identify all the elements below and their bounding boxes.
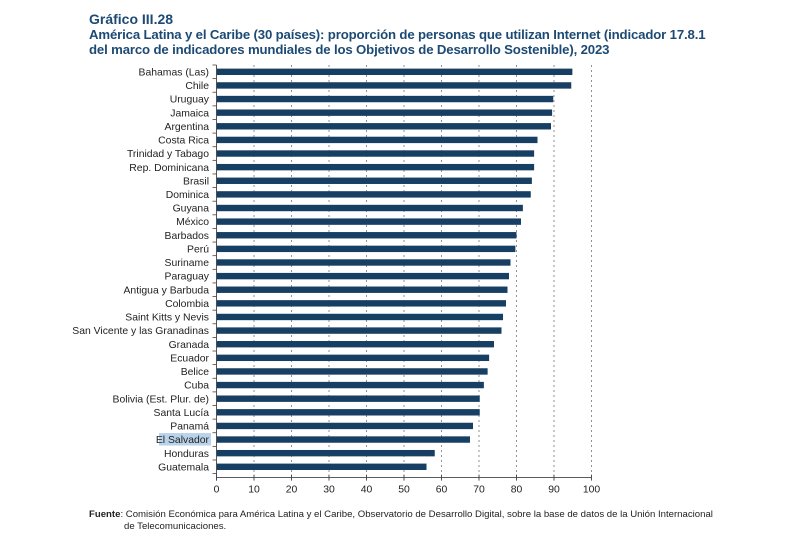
category-label: Rep. Dominicana: [129, 163, 209, 174]
bar: [216, 82, 572, 89]
chart-title-line-1: América Latina y el Caribe (30 países): …: [89, 27, 706, 42]
bar: [216, 286, 508, 293]
bar: [216, 354, 490, 362]
category-label: Barbados: [165, 231, 209, 242]
category-label: Jamaica: [170, 108, 209, 119]
category-labels: Bahamas (Las) Chile Uruguay Jamaica Argentin…: [72, 67, 210, 473]
bar-chart: Bahamas (Las) Chile Uruguay Jamaica Argentin…: [72, 64, 601, 496]
category-label: Guatemala: [158, 462, 209, 473]
chart-title-block: Gráfico III.28 América Latina y el Carib…: [89, 11, 706, 57]
x-tick-label: 30: [323, 485, 335, 496]
chart-title-line-2: del marco de indicadores mundiales de lo…: [89, 42, 610, 57]
x-tick-label: 60: [436, 485, 448, 496]
x-tick-label: 20: [286, 485, 298, 496]
category-label: El Salvador: [156, 435, 210, 446]
category-label: Brasil: [183, 176, 209, 187]
category-label: Panamá: [170, 422, 209, 433]
bar: [216, 204, 523, 212]
category-label: Ecuador: [170, 353, 209, 364]
x-tick-label: 0: [214, 485, 220, 496]
category-label: Granada: [169, 340, 210, 351]
category-label: Chile: [185, 81, 209, 92]
bar: [216, 368, 488, 375]
bar: [216, 259, 511, 266]
category-label: México: [176, 217, 209, 228]
bar: [216, 68, 573, 76]
bar: [216, 272, 509, 280]
category-label: Cuba: [184, 381, 209, 392]
category-label: San Vicente y las Granadinas: [72, 326, 209, 337]
category-label: Belice: [181, 367, 210, 378]
figure-number: Gráfico III.28: [89, 11, 174, 27]
bar: [216, 463, 427, 470]
category-label: Paraguay: [165, 272, 210, 283]
category-label: Santa Lucía: [154, 408, 210, 419]
bar: [216, 436, 470, 443]
bar: [216, 109, 553, 116]
axes: [212, 64, 592, 481]
bar: [216, 409, 480, 416]
category-label: Bahamas (Las): [139, 67, 209, 78]
category-label: Uruguay: [170, 95, 210, 106]
category-label: Antigua y Barbuda: [124, 285, 210, 296]
bar: [216, 422, 473, 430]
category-label: Dominica: [166, 190, 210, 201]
category-label: Bolivia (Est. Plur. de): [113, 394, 209, 405]
bar: [216, 95, 554, 103]
source-text-line-2: de Telecomunicaciones.: [124, 521, 227, 532]
bar: [216, 218, 521, 225]
bar: [216, 327, 502, 334]
bar: [216, 123, 551, 130]
source-note: Fuente: Comisión Económica para América …: [89, 509, 739, 533]
bar: [216, 341, 494, 348]
x-tick-label: 10: [248, 485, 260, 496]
category-label: Costa Rica: [158, 136, 209, 147]
bar: [216, 232, 517, 239]
bar: [216, 191, 531, 198]
highlight-layer: [159, 433, 211, 446]
bar: [216, 395, 480, 402]
category-label: Colombia: [165, 299, 209, 310]
x-tick-label: 80: [511, 485, 523, 496]
bars: [216, 68, 573, 470]
bar: [216, 300, 506, 307]
source-separator: :: [120, 509, 124, 520]
category-label: Honduras: [164, 449, 209, 460]
category-label: Argentina: [165, 122, 210, 133]
x-tick-labels: 0 10 20 30 40 50 60 70 80 90 100: [214, 485, 601, 496]
x-tick-label: 100: [583, 485, 601, 496]
category-label: Trinidad y Tabago: [127, 149, 209, 160]
bar: [216, 313, 503, 321]
x-tick-label: 50: [398, 485, 410, 496]
category-highlight: [159, 433, 211, 446]
bar: [216, 449, 435, 457]
category-label: Saint Kitts y Nevis: [125, 313, 209, 324]
bar: [216, 150, 535, 157]
category-label: Guyana: [173, 204, 210, 215]
source-label: Fuente: [89, 509, 121, 520]
bar: [216, 245, 516, 253]
source-text-line-1: Comisión Económica para América Latina y…: [125, 509, 713, 520]
gridlines: [253, 65, 592, 478]
x-tick-label: 90: [548, 485, 560, 496]
bar: [216, 163, 535, 171]
bar: [216, 177, 532, 184]
bar: [216, 136, 538, 144]
x-tick-label: 70: [473, 485, 485, 496]
bar: [216, 381, 484, 389]
x-tick-label: 40: [361, 485, 373, 496]
category-label: Suriname: [165, 258, 210, 269]
category-label: Perú: [187, 244, 209, 255]
